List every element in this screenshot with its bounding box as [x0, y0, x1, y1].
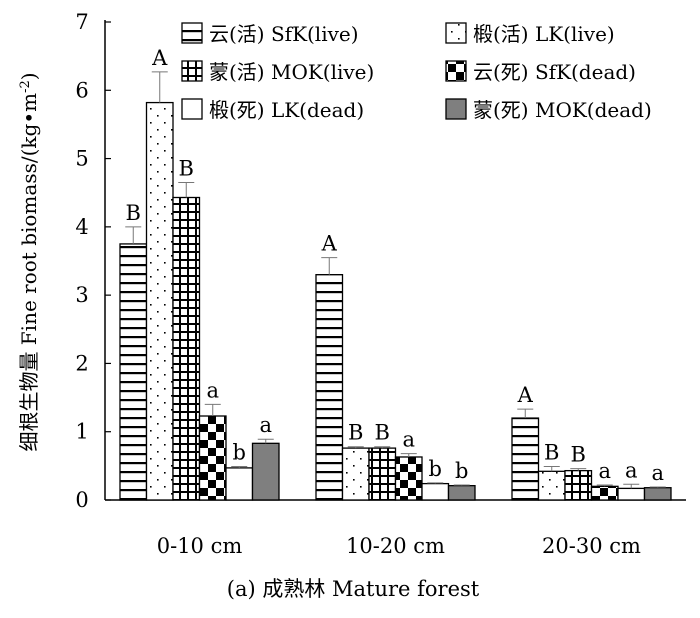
bar [643, 487, 672, 501]
legend-swatch [445, 98, 467, 120]
bar [617, 487, 646, 501]
legend-label: 椴(死) LK(dead) [209, 98, 364, 122]
y-tick-label: 0 [75, 488, 88, 512]
y-axis-ticks: 0 1 2 3 4 5 6 7 [75, 10, 111, 512]
significance-label: a [625, 458, 638, 482]
significance-label: A [321, 232, 338, 256]
significance-label: b [455, 459, 468, 483]
significance-label: B [348, 421, 363, 445]
category-label: 20-30 cm [542, 534, 641, 558]
significance-label: a [206, 378, 219, 402]
legend-label: 蒙(死) MOK(dead) [473, 98, 652, 122]
y-tick-label: 7 [75, 10, 88, 34]
legend-swatch [445, 60, 467, 82]
significance-label: B [544, 441, 559, 465]
bar [590, 485, 619, 501]
legend-label: 蒙(活) MOK(live) [209, 60, 374, 84]
significance-label: a [651, 461, 664, 485]
y-tick-label: 4 [75, 215, 88, 239]
bar [341, 447, 370, 501]
bar [251, 442, 280, 501]
bar [145, 101, 174, 501]
y-tick-label: 6 [75, 78, 88, 102]
bar [198, 415, 227, 501]
significance-label: B [571, 443, 586, 467]
legend-label: 云(活) SfK(live) [209, 22, 359, 46]
significance-label: A [151, 46, 168, 70]
bar [119, 243, 148, 501]
significance-label: a [402, 428, 415, 452]
y-tick-label: 3 [75, 283, 88, 307]
significance-label: b [429, 457, 442, 481]
legend-swatch [181, 22, 203, 44]
y-tick-label: 2 [75, 351, 88, 375]
bar [537, 470, 566, 501]
category-label: 0-10 cm [157, 534, 243, 558]
significance-label: B [179, 156, 194, 180]
bar [315, 274, 344, 501]
significance-label: b [233, 441, 246, 465]
significance-label: a [598, 459, 611, 483]
significance-label: B [126, 201, 141, 225]
category-label: 10-20 cm [346, 534, 445, 558]
bar [368, 447, 397, 501]
bar [225, 467, 254, 501]
y-tick-label: 1 [75, 420, 88, 444]
category-labels: 0-10 cm 10-20 cm 20-30 cm [157, 534, 641, 558]
legend-label: 云(死) SfK(dead) [473, 60, 636, 84]
legend-swatch [445, 22, 467, 44]
bar [511, 417, 540, 501]
y-axis-label: 细根生物量 Fine root biomass/(kg•m-2) [17, 72, 41, 451]
bar [172, 196, 201, 501]
significance-label: B [375, 421, 390, 445]
bar [564, 469, 593, 501]
chart-title: (a) 成熟林 Mature forest [227, 577, 480, 601]
significance-label: a [259, 413, 272, 437]
legend: 云(活) SfK(live) 椴(活) LK(live) 蒙(活) MOK(live… [181, 22, 652, 122]
legend-swatch [181, 98, 203, 120]
bar [447, 485, 476, 501]
bar [394, 456, 423, 501]
legend-swatch [181, 60, 203, 82]
significance-label: A [517, 383, 534, 407]
legend-label: 椴(活) LK(live) [473, 22, 615, 46]
bar [421, 482, 450, 501]
y-tick-label: 5 [75, 147, 88, 171]
